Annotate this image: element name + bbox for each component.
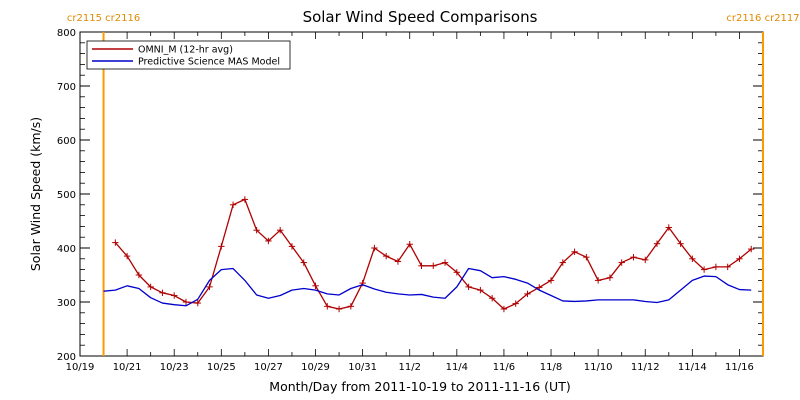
omni-data-point	[371, 244, 378, 252]
omni-data-point	[500, 305, 508, 313]
omni-data-point	[241, 196, 249, 203]
omni-data-point	[406, 241, 413, 248]
x-tick-label: 10/31	[348, 362, 377, 373]
omni-data-point	[736, 255, 743, 262]
omni-data-point	[347, 303, 355, 310]
omni-data-point	[300, 259, 307, 266]
y-axis-title: Solar Wind Speed (km/s)	[28, 117, 43, 271]
omni-data-point	[700, 266, 708, 273]
omni-data-point	[606, 274, 614, 281]
y-tick-label: 200	[57, 352, 76, 363]
x-axis-title: Month/Day from 2011-10-19 to 2011-11-16 …	[269, 379, 570, 394]
omni-data-point	[547, 277, 555, 284]
x-tick-label: 10/25	[207, 362, 236, 373]
omni-data-point	[712, 263, 720, 271]
omni-data-point	[594, 277, 602, 284]
omni-data-point	[559, 259, 567, 266]
legend-box	[86, 40, 291, 70]
legend-label-omni: OMNI_M (12-hr avg)	[138, 45, 233, 56]
omni-data-point	[312, 282, 319, 289]
x-tick-label: 11/8	[540, 362, 562, 373]
omni-data-point	[194, 299, 201, 307]
omni-data-point	[253, 226, 260, 234]
omni-data-point	[583, 253, 590, 261]
x-tick-label: 11/6	[493, 362, 515, 373]
x-axis-ticks: 10/19 10/21 10/23 10/25 10/27 10/29 10/31 11/2 1…	[66, 32, 764, 373]
carrington-label: cr2115 cr2116	[67, 13, 140, 24]
omni-data-point	[206, 283, 213, 291]
omni-data-point	[441, 259, 449, 266]
y-tick-label: 500	[57, 190, 76, 201]
omni-data-point	[571, 248, 578, 255]
x-tick-label: 11/2	[398, 362, 420, 373]
omni-data-point	[665, 224, 672, 231]
x-tick-label: 11/4	[446, 362, 468, 373]
x-tick-label: 11/16	[725, 362, 754, 373]
y-tick-label: 700	[57, 82, 76, 93]
y-tick-label: 800	[57, 28, 76, 39]
omni-data-point	[265, 237, 272, 245]
omni-data-point	[524, 290, 531, 298]
legend-label-model: Predictive Science MAS Model	[138, 57, 280, 68]
x-tick-label: 10/23	[160, 362, 189, 373]
omni-data-point	[465, 283, 472, 291]
omni-data-point	[147, 283, 154, 291]
y-tick-label: 600	[57, 136, 76, 147]
omni-data-point	[159, 289, 166, 297]
omni-data-point	[677, 240, 684, 247]
omni-data-point	[512, 300, 519, 307]
x-tick-label: 10/29	[301, 362, 330, 373]
omni-data-point	[335, 305, 343, 313]
omni-data-point	[229, 201, 237, 208]
omni-data-point	[488, 295, 496, 302]
omni-data-point	[689, 255, 696, 262]
omni-data-point	[123, 252, 131, 260]
y-axis-ticks: 200 300 400 500 600 700 800	[57, 28, 763, 363]
omni-data-point	[618, 259, 625, 266]
omni-data-point	[288, 243, 296, 250]
series-layer	[103, 196, 755, 313]
omni-data-point	[394, 258, 402, 265]
omni-data-point	[453, 269, 461, 276]
carrington-markers: cr2115 cr2116 cr2116 cr2117	[67, 13, 800, 356]
omni-data-point	[171, 292, 178, 299]
omni-data-point	[630, 253, 637, 261]
plot-frame	[79, 31, 764, 357]
y-tick-label: 400	[57, 244, 76, 255]
y-tick-label: 300	[57, 298, 76, 309]
omni-data-point	[748, 245, 755, 253]
omni-data-point	[653, 240, 661, 247]
x-tick-label: 11/12	[631, 362, 660, 373]
chart-title: Solar Wind Speed Comparisons	[303, 8, 538, 26]
omni-data-point	[477, 286, 484, 294]
omni-data-point	[418, 262, 425, 270]
omni-data-point	[724, 263, 731, 271]
omni-data-point	[218, 243, 225, 250]
omni-data-point	[642, 256, 649, 264]
x-tick-label: 11/10	[584, 362, 613, 373]
omni-data-point	[430, 262, 437, 270]
x-tick-label: 11/14	[678, 362, 707, 373]
omni-data-point	[112, 239, 119, 246]
omni-data-point	[135, 271, 143, 279]
legend: OMNI_M (12-hr avg) Predictive Science MA…	[86, 40, 291, 70]
x-tick-label: 10/21	[113, 362, 142, 373]
x-tick-label: 10/27	[254, 362, 283, 373]
omni-series-line	[114, 198, 752, 310]
carrington-label: cr2116 cr2117	[726, 13, 799, 24]
omni-data-point	[182, 298, 190, 306]
omni-data-point	[276, 226, 284, 234]
x-tick-label: 10/19	[66, 362, 95, 373]
omni-data-point	[382, 252, 390, 260]
model-series-line	[103, 267, 752, 307]
omni-data-point	[324, 303, 331, 310]
